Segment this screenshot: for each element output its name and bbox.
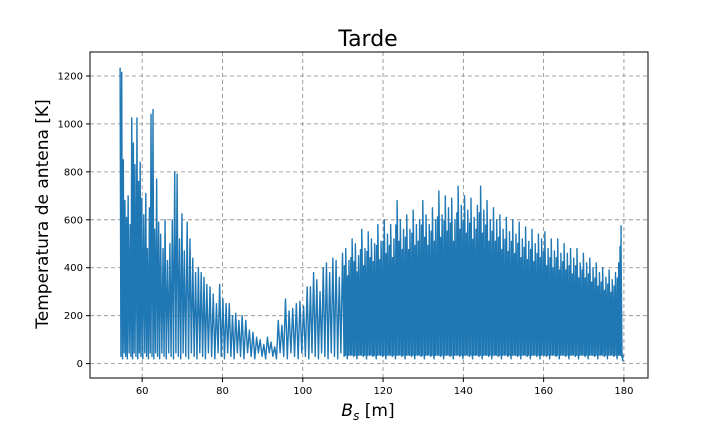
x-tick-label: 180 [614, 386, 633, 397]
y-tick-label: 800 [64, 167, 83, 178]
x-ticks: 60 80 100 120 140 160 180 [136, 378, 633, 397]
x-tick-label: 100 [293, 386, 312, 397]
y-tick-label: 1000 [58, 119, 83, 130]
x-tick-label: 160 [534, 386, 553, 397]
x-axis-label-main: B [341, 401, 353, 421]
x-axis-label-subscript: s [353, 409, 359, 423]
series-layer [119, 67, 624, 362]
y-ticks: 0 200 400 600 800 1000 1200 [58, 71, 90, 370]
y-tick-label: 0 [77, 359, 83, 370]
x-axis-label: Bs [m] [341, 401, 394, 423]
x-tick-label: 80 [216, 386, 229, 397]
chart-title: Tarde [337, 27, 397, 52]
y-tick-label: 400 [64, 263, 83, 274]
series-line [119, 67, 624, 362]
x-axis-label-unit: [m] [359, 401, 394, 421]
y-axis-label: Temperatura de antena [K] [33, 99, 53, 329]
x-tick-label: 120 [374, 386, 393, 397]
y-tick-label: 600 [64, 215, 83, 226]
y-tick-label: 200 [64, 311, 83, 322]
x-tick-label: 140 [454, 386, 473, 397]
y-tick-label: 1200 [58, 71, 83, 82]
x-tick-label: 60 [136, 386, 149, 397]
plot-frame [89, 51, 649, 379]
